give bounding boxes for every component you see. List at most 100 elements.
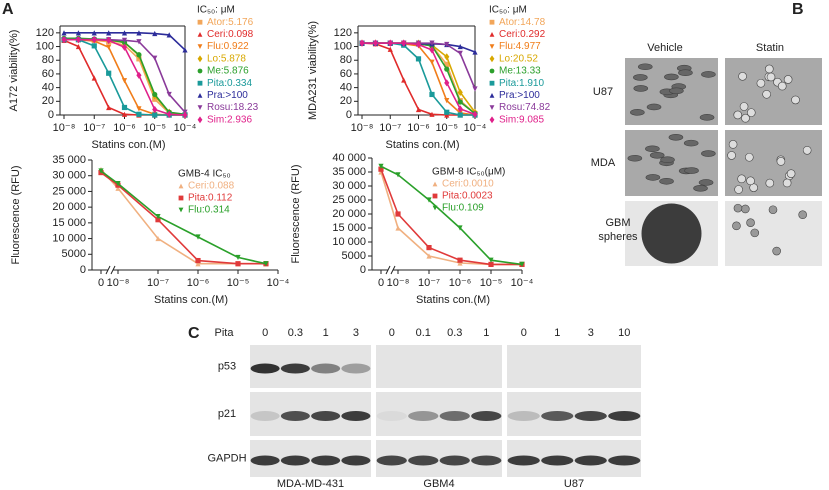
blot-band [507,455,540,466]
legend-label: Pra:>100 [499,90,540,101]
marker [155,213,161,220]
series-line [64,38,186,116]
marker [488,257,494,263]
x-tick-label: 10⁻⁴ [267,277,290,289]
series-line [362,42,476,90]
dose-label: 10 [618,327,630,339]
y-tick-label: 0 [80,264,86,276]
legend-label: Pita:0.0023 [442,191,493,202]
marker [457,50,463,56]
legend-title: IC₅₀: μM [489,5,527,16]
x-tick-label: 10⁻⁶ [449,277,472,289]
legend-marker [489,116,495,124]
treatment-label: Pita [215,327,235,339]
marker [444,41,450,48]
y-tick-label: 25 000 [332,194,366,206]
blot-band [507,411,540,421]
legend-marker [197,32,203,37]
blot-band [250,363,280,374]
dose-label: 0 [389,327,395,339]
blot-band [541,455,574,466]
blot-band [608,455,641,466]
marker [401,39,407,47]
marker [444,61,450,67]
marker [91,30,97,36]
legend-label: Me:13.33 [499,66,541,77]
y-tick-label: 120 [36,27,54,39]
marker [121,104,128,111]
marker [359,39,365,47]
marker [395,211,401,217]
cell [750,228,760,238]
marker [457,43,463,50]
marker [444,66,450,72]
dose-label: 0.3 [288,327,303,339]
legend-marker [489,93,495,98]
marker [457,105,463,113]
x-tick-label: 10⁻⁵ [227,277,250,289]
marker [472,49,478,55]
y-tick-label: 10 000 [52,232,86,244]
series-line [64,38,185,116]
x-axis-label: Statins con.(M) [92,139,166,151]
marker [395,225,401,231]
marker [152,30,158,37]
legend-label: Ceri:0.292 [499,29,546,40]
axis-break [110,265,116,275]
marker [115,180,121,187]
dose-label: 0.3 [447,327,462,339]
cell [782,178,792,188]
marker [415,106,422,113]
marker [429,91,435,98]
cell [699,114,715,121]
x-tick-label: 10⁻⁷ [418,277,440,289]
y-tick-label: 20 000 [332,208,366,220]
cell [777,81,787,91]
marker [457,112,463,118]
marker [472,86,478,92]
legend-label: Pra:>100 [207,90,248,101]
legend-marker [432,205,438,211]
y-tick-label: 100 [36,40,54,52]
y-tick-label: 35 000 [52,154,86,166]
dose-label: 1 [554,327,560,339]
legend-marker [489,55,495,63]
cell [783,75,793,84]
legend-label: Flu:0.314 [188,205,230,216]
x-tick-label: 0 [378,277,384,289]
cell [776,157,786,166]
column-header: Statin [756,42,784,54]
y-tick-label: 35 000 [332,166,366,178]
marker [195,261,201,267]
cell [765,178,775,188]
marker [106,44,112,50]
legend-marker [432,181,438,187]
blot-band [471,411,502,421]
legend-marker [178,195,184,201]
y-tick-label: 0 [360,264,366,276]
marker [429,59,435,65]
y-axis-label: Fluorescence (RFU) [10,165,22,264]
marker [488,261,494,267]
legend-label: Pita:0.112 [188,193,233,204]
marker [121,78,128,84]
x-tick-label: 10⁻⁴ [464,122,487,134]
legend-marker [197,55,203,63]
row-label: U87 [593,86,613,98]
cell [727,151,736,160]
sphere [641,203,702,264]
legend-marker [489,80,495,86]
cell [693,184,708,192]
marker [136,71,142,79]
blot-band [376,411,407,421]
cell [738,72,747,81]
blot-band [408,411,439,421]
blot-membrane [376,345,502,388]
legend-label: Sim:2.936 [207,114,252,125]
blot-band [541,411,574,421]
cell [802,145,812,155]
legend-label: Flu:0.922 [207,41,249,52]
series-line [100,171,266,265]
marker [429,46,435,54]
y-tick-label: 100 [334,40,352,52]
